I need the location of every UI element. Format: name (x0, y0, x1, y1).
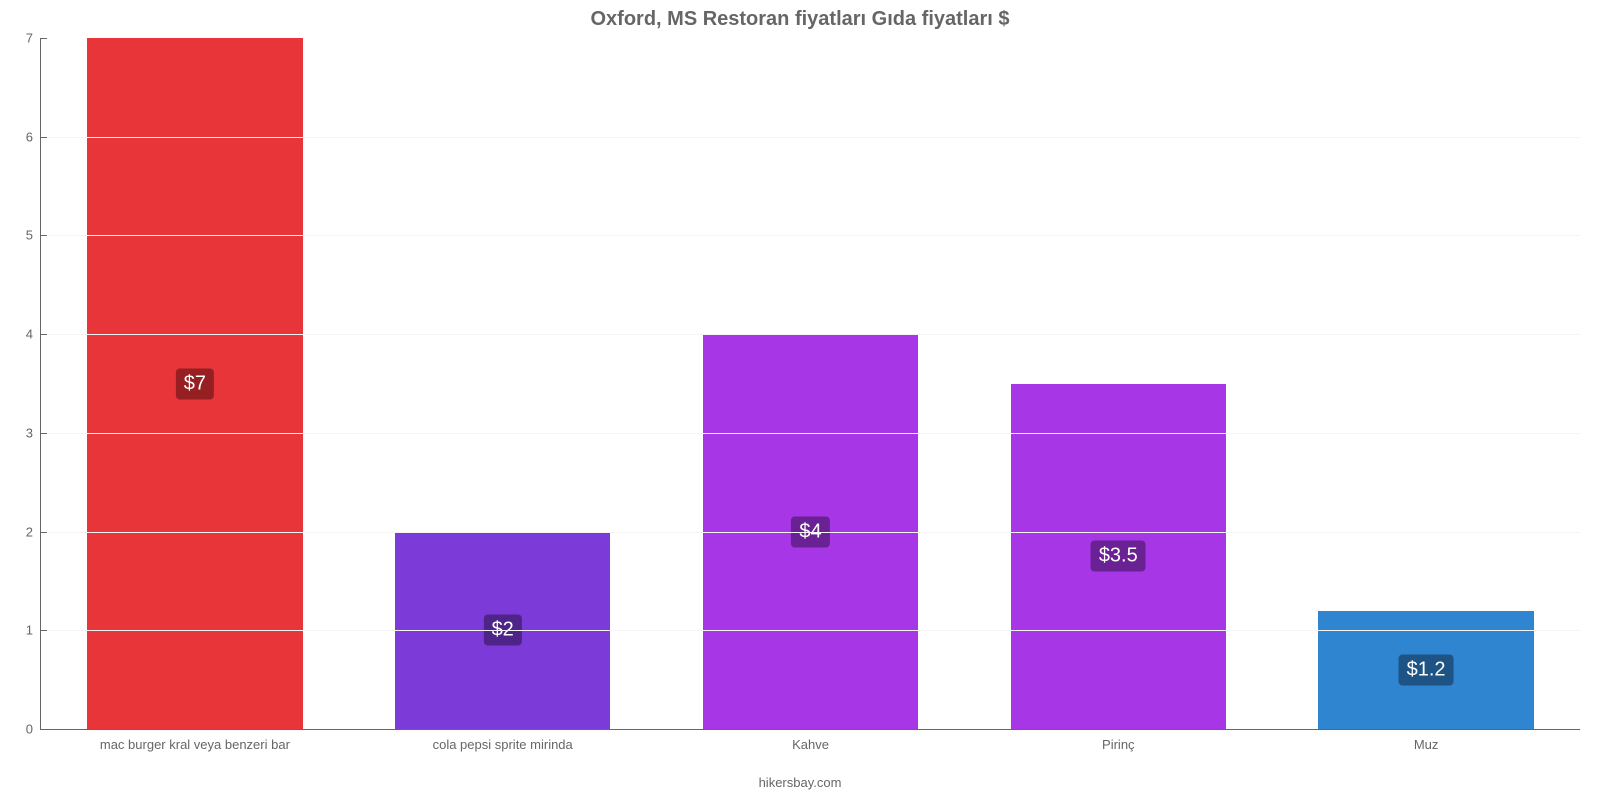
y-tick (41, 433, 47, 434)
x-axis-label: Kahve (792, 729, 829, 752)
y-tick (41, 235, 47, 236)
bar: $7 (87, 38, 302, 729)
bars-container: $7$2$4$3.5$1.2 (41, 38, 1580, 729)
grid-line (41, 532, 1580, 533)
x-axis-label: mac burger kral veya benzeri bar (100, 729, 290, 752)
y-axis-label: 3 (26, 425, 41, 440)
plot-area: $7$2$4$3.5$1.2 01234567mac burger kral v… (40, 38, 1580, 730)
grid-line (41, 235, 1580, 236)
y-axis-label: 1 (26, 623, 41, 638)
bar-value-label: $7 (176, 368, 214, 399)
chart-title: Oxford, MS Restoran fiyatları Gıda fiyat… (0, 8, 1600, 31)
y-tick (41, 630, 47, 631)
grid-line (41, 334, 1580, 335)
price-bar-chart: Oxford, MS Restoran fiyatları Gıda fiyat… (0, 0, 1600, 800)
x-axis-label: Pirinç (1102, 729, 1135, 752)
x-axis-label: Muz (1414, 729, 1439, 752)
y-tick (41, 38, 47, 39)
y-tick (41, 334, 47, 335)
y-axis-label: 4 (26, 327, 41, 342)
bar-value-label: $3.5 (1091, 541, 1146, 572)
x-axis-label: cola pepsi sprite mirinda (433, 729, 573, 752)
y-axis-label: 0 (26, 722, 41, 737)
grid-line (41, 433, 1580, 434)
grid-line (41, 630, 1580, 631)
bar: $3.5 (1011, 384, 1226, 730)
bar: $1.2 (1318, 611, 1533, 729)
y-tick (41, 137, 47, 138)
y-axis-label: 7 (26, 31, 41, 46)
y-axis-label: 6 (26, 129, 41, 144)
grid-line (41, 137, 1580, 138)
y-tick (41, 729, 47, 730)
y-axis-label: 2 (26, 524, 41, 539)
bar-value-label: $1.2 (1399, 654, 1454, 685)
y-axis-label: 5 (26, 228, 41, 243)
y-tick (41, 532, 47, 533)
chart-credit: hikersbay.com (0, 775, 1600, 790)
